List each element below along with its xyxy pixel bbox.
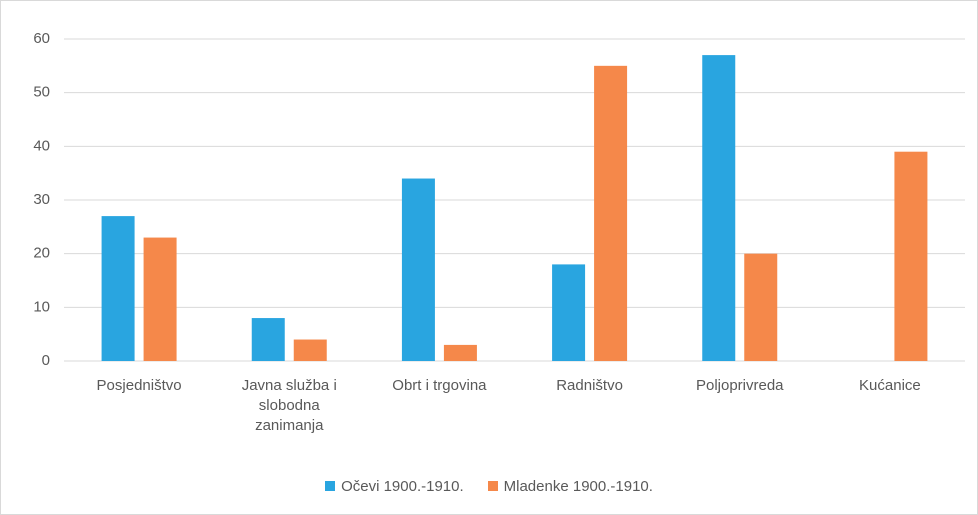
bar xyxy=(894,151,928,361)
x-tick-label: Posjedništvo xyxy=(96,377,182,394)
legend-item: Mladenke 1900.-1910. xyxy=(487,478,653,495)
bar xyxy=(744,253,778,361)
bar xyxy=(702,55,736,361)
y-tick-label: 10 xyxy=(33,298,50,315)
y-tick-label: 30 xyxy=(33,191,50,208)
bar xyxy=(401,178,435,361)
legend: Očevi 1900.-1910. Mladenke 1900.-1910. xyxy=(0,478,978,495)
bar xyxy=(101,216,135,361)
bar xyxy=(594,65,628,361)
bar xyxy=(443,344,477,361)
bar xyxy=(552,264,586,361)
x-tick-label: Obrt i trgovina xyxy=(392,377,487,394)
y-tick-label: 60 xyxy=(33,30,50,47)
bar xyxy=(143,237,177,361)
legend-swatch xyxy=(325,481,336,491)
x-tick-label: Poljoprivreda xyxy=(695,377,784,394)
legend-label: Mladenke 1900.-1910. xyxy=(503,478,653,495)
legend-item: Očevi 1900.-1910. xyxy=(325,478,464,495)
y-tick-label: 20 xyxy=(33,245,50,262)
legend-label: Očevi 1900.-1910. xyxy=(341,478,464,495)
y-tick-label: 50 xyxy=(33,84,50,101)
bar xyxy=(293,339,327,361)
y-tick-label: 0 xyxy=(42,352,50,369)
legend-swatch xyxy=(487,481,498,491)
bar xyxy=(251,318,285,361)
x-tick-label: Javna služba i slobodna zanimanja xyxy=(241,377,337,434)
y-tick-label: 40 xyxy=(33,137,50,154)
x-tick-label: Radništvo xyxy=(556,377,623,394)
x-tick-label: Kućanice xyxy=(859,377,921,394)
